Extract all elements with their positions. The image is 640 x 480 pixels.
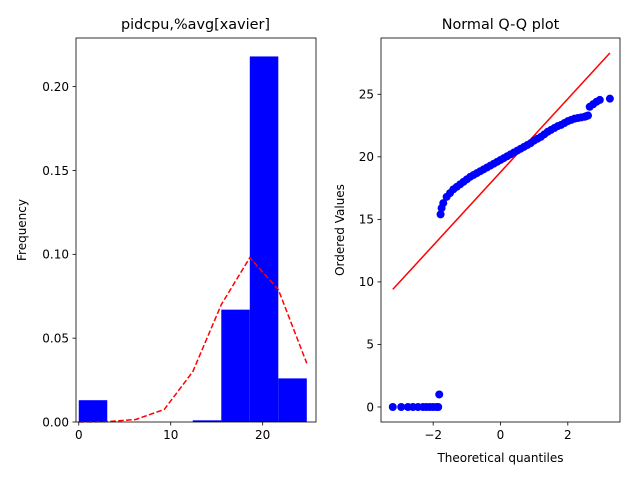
qq-y-ticks: 0 5 10 15 20 25 <box>359 88 381 414</box>
qq-point <box>397 402 406 411</box>
qq-y-tick-label: 0 <box>366 400 374 414</box>
histogram-bar-0 <box>78 400 108 422</box>
qq-y-tick-label: 15 <box>359 213 374 227</box>
qq-points <box>388 94 614 411</box>
qq-plot-title: Normal Q-Q plot <box>442 17 560 33</box>
qq-point <box>436 210 445 219</box>
density-curve-line <box>78 256 308 423</box>
qq-y-tick-label: 5 <box>366 338 374 352</box>
qq-point <box>439 199 448 208</box>
histogram-y-tick-label: 0.00 <box>42 415 69 429</box>
histogram-x-ticks: 0 10 20 <box>75 422 270 442</box>
qq-x-tick-label: 2 <box>564 428 572 442</box>
qq-axes-frame <box>380 37 621 423</box>
histogram-y-tick-label: 0.05 <box>42 331 69 345</box>
qq-y-axis-label: Ordered Values <box>333 184 347 276</box>
qq-point <box>595 95 604 104</box>
qq-plot-panel: Normal Q-Q plot Theoretical quantiles Or… <box>333 17 621 465</box>
qq-point <box>435 390 444 399</box>
qq-point <box>584 111 593 120</box>
histogram-bar-7 <box>278 378 307 422</box>
qq-fit-line <box>392 52 611 290</box>
histogram-y-tick-label: 0.20 <box>42 80 69 94</box>
histogram-title: pidcpu,%avg[xavier] <box>121 17 270 33</box>
qq-point <box>605 94 614 103</box>
qq-x-tick-label: 0 <box>497 428 505 442</box>
histogram-bars <box>78 56 307 423</box>
histogram-x-tick-label: 10 <box>163 428 178 442</box>
qq-x-axis-label: Theoretical quantiles <box>436 451 563 465</box>
histogram-y-tick-label: 0.10 <box>42 248 69 262</box>
qq-x-ticks: −2 0 2 <box>424 422 572 442</box>
histogram-panel: pidcpu,%avg[xavier] Frequency 0 10 20 0.00… <box>15 17 317 442</box>
histogram-density-curve <box>78 256 308 423</box>
histogram-x-tick-label: 0 <box>75 428 83 442</box>
histogram-bar-5 <box>221 309 250 422</box>
histogram-y-axis-label: Frequency <box>15 199 29 261</box>
qq-x-tick-label: −2 <box>424 428 442 442</box>
histogram-axes-frame <box>75 37 317 423</box>
qq-point <box>434 402 443 411</box>
qq-y-tick-label: 25 <box>359 88 374 102</box>
histogram-y-ticks: 0.00 0.05 0.10 0.15 0.20 <box>42 80 76 429</box>
histogram-bar-4 <box>192 420 222 422</box>
qq-y-tick-label: 20 <box>359 150 374 164</box>
qq-y-tick-label: 10 <box>359 275 374 289</box>
histogram-x-tick-label: 20 <box>255 428 270 442</box>
histogram-y-tick-label: 0.15 <box>42 164 69 178</box>
histogram-bar-6 <box>249 56 279 423</box>
qq-reference-line <box>392 52 611 290</box>
qq-point <box>388 402 397 411</box>
